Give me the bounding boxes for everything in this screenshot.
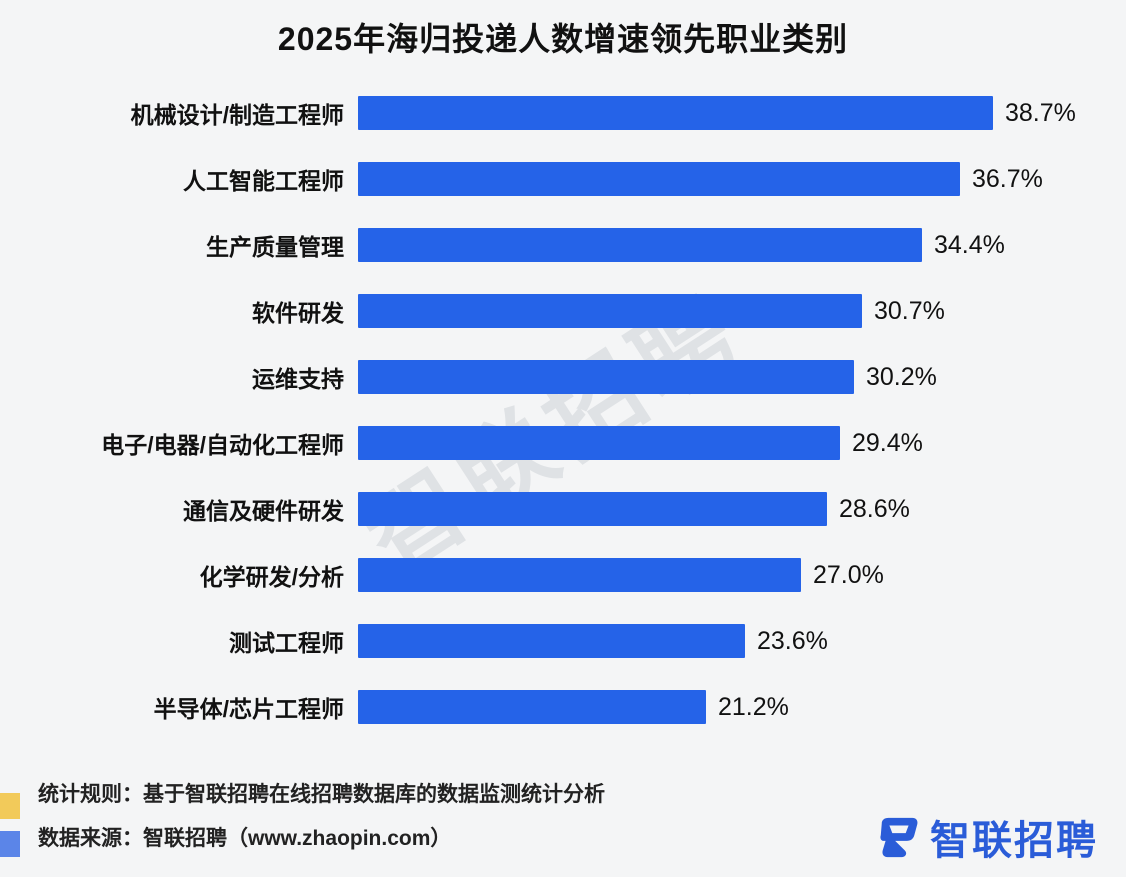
- bar-row: 人工智能工程师 36.7%: [0, 146, 1126, 212]
- value-label: 21.2%: [718, 692, 789, 721]
- bar-row: 生产质量管理 34.4%: [0, 212, 1126, 278]
- bar-track: 30.2%: [358, 360, 1126, 394]
- bar: [358, 96, 993, 130]
- value-label: 27.0%: [813, 560, 884, 589]
- zhaopin-logo: 智联招聘: [876, 808, 1098, 866]
- bar: [358, 294, 862, 328]
- category-label: 电子/电器/自动化工程师: [101, 432, 344, 458]
- chart-title: 2025年海归投递人数增速领先职业类别: [277, 21, 849, 57]
- bar-row: 化学研发/分析 27.0%: [0, 542, 1126, 608]
- yellow-accent-tab: [0, 793, 20, 819]
- zhaopin-logo-icon: [876, 814, 922, 860]
- bar-chart: 机械设计/制造工程师 38.7% 人工智能工程师 36.7% 生产质量管理 34.4% 软件…: [0, 80, 1126, 740]
- bar-track: 38.7%: [358, 96, 1126, 130]
- value-label: 29.4%: [852, 428, 923, 457]
- zhaopin-logo-text: 智联招聘: [930, 819, 1098, 863]
- bar-row: 机械设计/制造工程师 38.7%: [0, 80, 1126, 146]
- bar: [358, 228, 922, 262]
- value-label: 34.4%: [934, 230, 1005, 259]
- bar: [358, 492, 827, 526]
- value-label: 23.6%: [757, 626, 828, 655]
- category-label: 运维支持: [252, 366, 344, 392]
- value-label: 30.2%: [866, 362, 937, 391]
- bar-track: 23.6%: [358, 624, 1126, 658]
- category-label: 通信及硬件研发: [183, 498, 344, 524]
- bar: [358, 426, 840, 460]
- category-label: 生产质量管理: [206, 234, 344, 260]
- bar: [358, 162, 960, 196]
- data-source-note: 数据来源：智联招聘（www.zhaopin.com）: [38, 827, 452, 850]
- bar: [358, 558, 801, 592]
- category-label: 测试工程师: [229, 630, 344, 656]
- bar: [358, 360, 854, 394]
- bar-track: 27.0%: [358, 558, 1126, 592]
- bar-track: 34.4%: [358, 228, 1126, 262]
- value-label: 30.7%: [874, 296, 945, 325]
- bar-row: 运维支持 30.2%: [0, 344, 1126, 410]
- bar-track: 29.4%: [358, 426, 1126, 460]
- value-label: 36.7%: [972, 164, 1043, 193]
- bar-row: 通信及硬件研发 28.6%: [0, 476, 1126, 542]
- category-label: 化学研发/分析: [199, 564, 344, 590]
- category-label: 软件研发: [252, 300, 344, 326]
- bar-track: 28.6%: [358, 492, 1126, 526]
- category-label: 人工智能工程师: [183, 168, 344, 194]
- value-label: 28.6%: [839, 494, 910, 523]
- category-label: 半导体/芯片工程师: [153, 696, 344, 722]
- bar-row: 测试工程师 23.6%: [0, 608, 1126, 674]
- category-label: 机械设计/制造工程师: [130, 102, 344, 128]
- bar-track: 21.2%: [358, 690, 1126, 724]
- bar-row: 半导体/芯片工程师 21.2%: [0, 674, 1126, 740]
- bar-row: 电子/电器/自动化工程师 29.4%: [0, 410, 1126, 476]
- bar-track: 30.7%: [358, 294, 1126, 328]
- blue-accent-tab: [0, 831, 20, 857]
- bar: [358, 690, 706, 724]
- bar: [358, 624, 745, 658]
- bar-track: 36.7%: [358, 162, 1126, 196]
- stat-rule-note: 统计规则：基于智联招聘在线招聘数据库的数据监测统计分析: [38, 783, 605, 806]
- value-label: 38.7%: [1005, 98, 1076, 127]
- bar-row: 软件研发 30.7%: [0, 278, 1126, 344]
- footer-notes: 统计规则：基于智联招聘在线招聘数据库的数据监测统计分析 数据来源：智联招聘（ww…: [38, 778, 605, 866]
